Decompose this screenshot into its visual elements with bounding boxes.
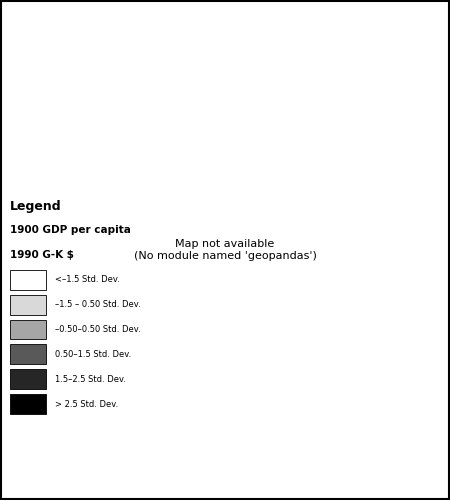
Text: –1.5 – 0.50 Std. Dev.: –1.5 – 0.50 Std. Dev.	[55, 300, 141, 309]
Bar	[10, 344, 46, 364]
Bar	[10, 320, 46, 340]
Text: > 2.5 Std. Dev.: > 2.5 Std. Dev.	[55, 400, 118, 408]
Text: <–1.5 Std. Dev.: <–1.5 Std. Dev.	[55, 276, 120, 284]
Bar	[10, 394, 46, 414]
Bar	[10, 294, 46, 314]
Text: Legend: Legend	[10, 200, 62, 213]
Text: 1.5–2.5 Std. Dev.: 1.5–2.5 Std. Dev.	[55, 375, 126, 384]
Text: 1990 G-K $: 1990 G-K $	[10, 250, 74, 260]
Text: 0.50–1.5 Std. Dev.: 0.50–1.5 Std. Dev.	[55, 350, 131, 359]
Text: Map not available
(No module named 'geopandas'): Map not available (No module named 'geop…	[134, 239, 316, 261]
Text: –0.50–0.50 Std. Dev.: –0.50–0.50 Std. Dev.	[55, 325, 141, 334]
Text: 1900 GDP per capita: 1900 GDP per capita	[10, 225, 131, 235]
Bar	[10, 370, 46, 389]
Bar	[10, 270, 46, 290]
